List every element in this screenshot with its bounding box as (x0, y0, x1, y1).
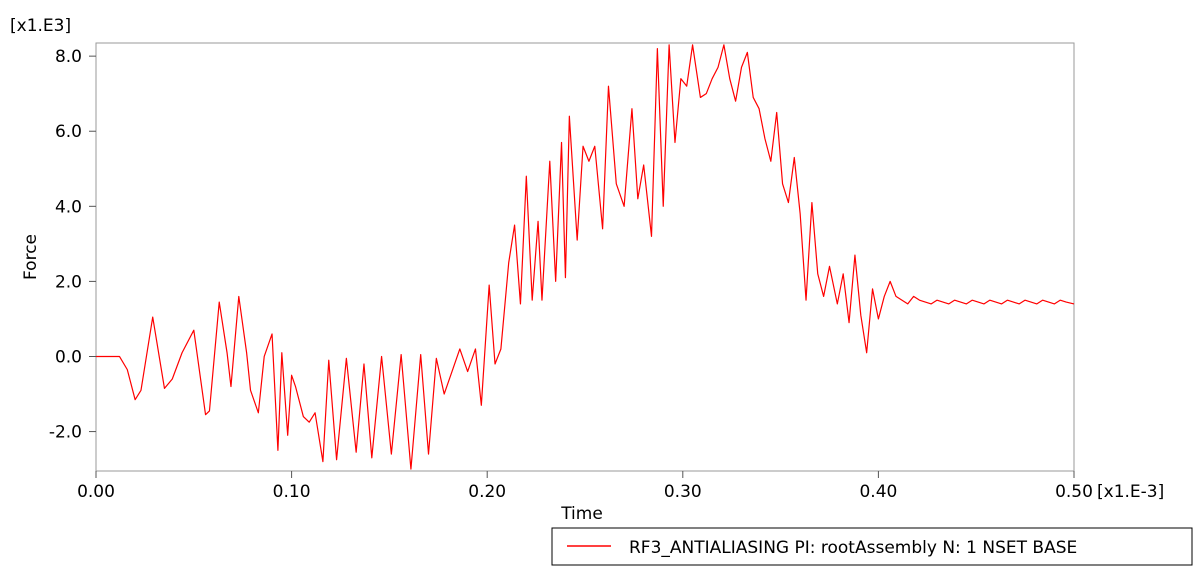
y-tick-label: 6.0 (55, 122, 82, 142)
legend-box (551, 527, 1193, 566)
x-tick-label: 0.20 (468, 482, 506, 502)
x-axis-tick-labels: 0.00 0.10 0.20 0.30 0.40 0.50 (77, 482, 1093, 502)
x-tick-label: 0.50 (1055, 482, 1093, 502)
legend: RF3_ANTIALIASING PI: rootAssembly N: 1 N… (551, 527, 1193, 566)
y-axis-title: Force (21, 234, 41, 280)
series-group (96, 44, 1075, 470)
y-tick-label: 4.0 (55, 197, 82, 217)
x-tick-label: 0.30 (664, 482, 702, 502)
y-axis-tick-labels: -2.0 0.0 2.0 4.0 6.0 8.0 (49, 47, 82, 442)
y-tick-label: 8.0 (55, 47, 82, 67)
x-axis-multiplier: [x1.E-3] (1097, 482, 1164, 502)
plot-frame (95, 42, 1075, 472)
y-axis-ticks (89, 55, 96, 433)
legend-label: RF3_ANTIALIASING PI: rootAssembly N: 1 N… (629, 538, 1077, 558)
series-line (96, 44, 1075, 470)
x-tick-label: 0.40 (859, 482, 897, 502)
x-tick-label: 0.10 (273, 482, 311, 502)
y-axis-multiplier: [x1.E3] (10, 16, 71, 36)
x-axis-title: Time (560, 504, 603, 524)
y-tick-label: 2.0 (55, 272, 82, 292)
y-tick-label: 0.0 (55, 347, 82, 367)
x-tick-label: 0.00 (77, 482, 115, 502)
x-axis-ticks (95, 471, 1075, 478)
y-tick-label: -2.0 (49, 423, 82, 443)
